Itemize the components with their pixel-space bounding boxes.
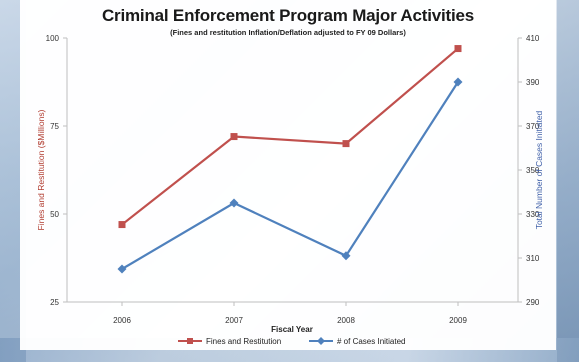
x-tick-label: 2008 [337,316,355,325]
left-tick-label: 100 [46,34,60,43]
chart-title: Criminal Enforcement Program Major Activ… [101,6,475,25]
left-tick-labels: 25 50 75 100 [46,34,67,307]
left-tick-label: 50 [50,210,59,219]
x-tick-label: 2006 [113,316,131,325]
left-tick-label: 25 [50,298,59,307]
x-tick-labels: 2006 2007 2008 2009 [113,302,467,325]
data-point-diamond [229,198,239,208]
y-right-axis-title: Total Number of Cases Initiated [534,110,544,229]
right-tick-label: 390 [526,78,540,87]
data-point-square [454,45,462,53]
right-tick-labels: 290 310 330 350 370 390 410 [518,34,540,307]
right-tick-label: 350 [526,166,540,175]
data-point-diamond [453,77,463,87]
data-point-diamond [117,264,127,274]
data-point-diamond [341,251,351,261]
legend-label: # of Cases Initiated [337,337,405,346]
right-tick-label: 290 [526,298,540,307]
series-layer [117,45,463,274]
legend-marker-diamond [317,337,325,345]
right-tick-label: 330 [526,210,540,219]
legend-label: Fines and Restitution [206,337,281,346]
x-tick-label: 2009 [449,316,467,325]
legend: Fines and Restitution # of Cases Initiate… [178,337,405,346]
chart-subtitle: (Fines and restitution Inflation/Deflati… [170,28,406,37]
right-tick-label: 370 [526,122,540,131]
y-left-axis-title: Fines and Restitution ($Millions) [36,109,46,230]
data-point-square [342,140,350,148]
series-line-1 [121,81,459,270]
data-point-square [230,133,238,141]
chart-panel [20,0,556,350]
legend-marker-square [187,338,193,344]
x-tick-label: 2007 [225,316,243,325]
data-point-square [118,221,126,229]
series-line-0 [121,47,459,226]
background-right-decoration [557,0,579,362]
left-tick-label: 75 [50,122,59,131]
right-tick-label: 310 [526,254,540,263]
right-tick-label: 410 [526,34,540,43]
x-axis-title: Fiscal Year [271,325,313,334]
